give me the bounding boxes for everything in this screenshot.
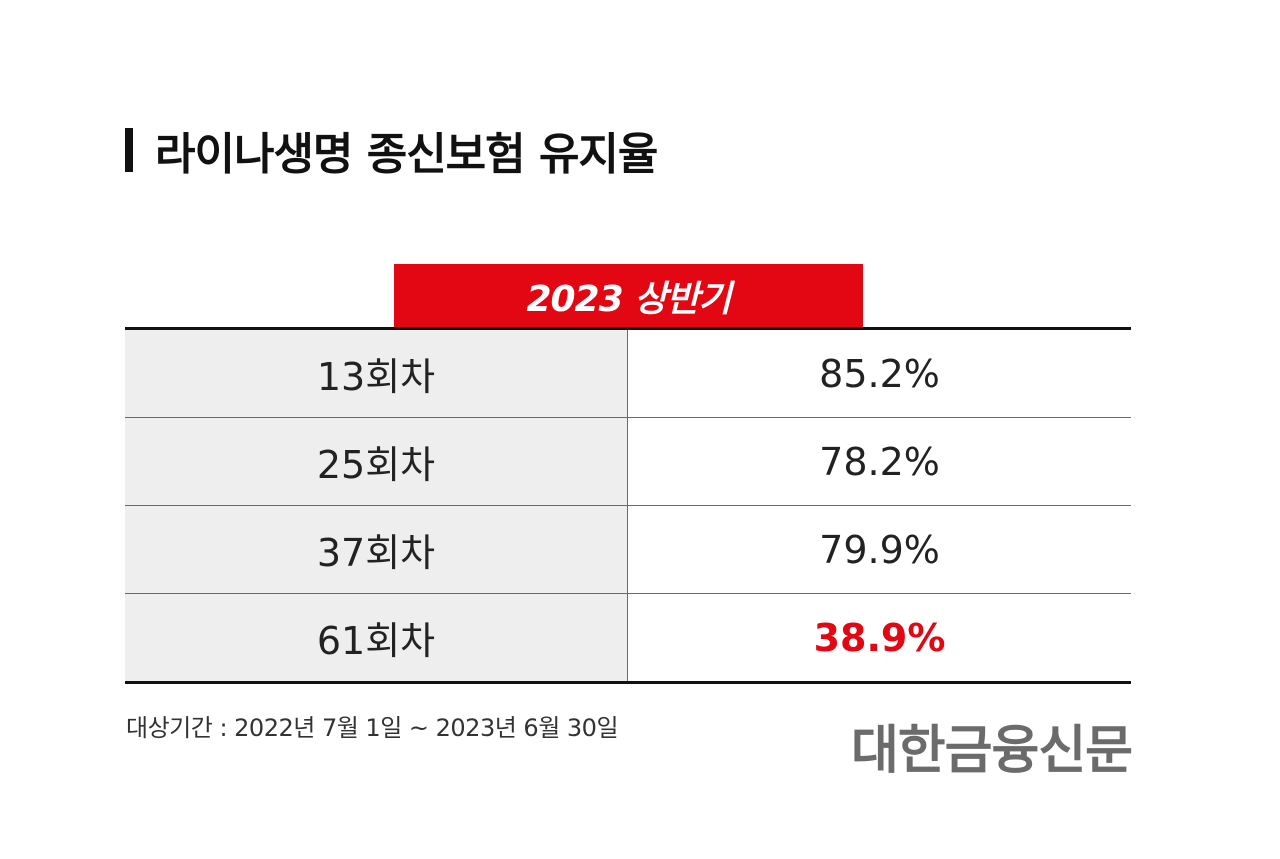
table-row: 61회차 38.9% [125, 593, 1131, 683]
publisher-logo: 대한금융신문 [850, 721, 1133, 781]
table-row: 25회차 78.2% [125, 417, 1131, 506]
row-value: 78.2% [627, 417, 1131, 506]
retention-table-body: 13회차 85.2% 25회차 78.2% 37회차 79.9% 61회차 38.9% [125, 328, 1131, 683]
table-row: 37회차 79.9% [125, 505, 1131, 594]
row-label: 25회차 [125, 417, 628, 506]
period-header: 2023 상반기 [394, 264, 863, 327]
row-value: 79.9% [627, 505, 1131, 594]
page-title: 라이나생명 종신보험 유지율 [125, 118, 658, 182]
title-text: 라이나생명 종신보험 유지율 [155, 129, 658, 180]
row-label: 37회차 [125, 505, 628, 594]
row-value: 85.2% [627, 328, 1131, 418]
table-row: 13회차 85.2% [125, 328, 1131, 418]
row-label: 13회차 [125, 328, 628, 418]
period-footnote: 대상기간 : 2022년 7월 1일 ~ 2023년 6월 30일 [126, 714, 619, 742]
row-label: 61회차 [125, 593, 628, 683]
row-value-highlighted: 38.9% [627, 593, 1131, 683]
title-accent-bar [125, 128, 133, 172]
retention-table: 13회차 85.2% 25회차 78.2% 37회차 79.9% 61회차 38.9% [125, 327, 1131, 684]
